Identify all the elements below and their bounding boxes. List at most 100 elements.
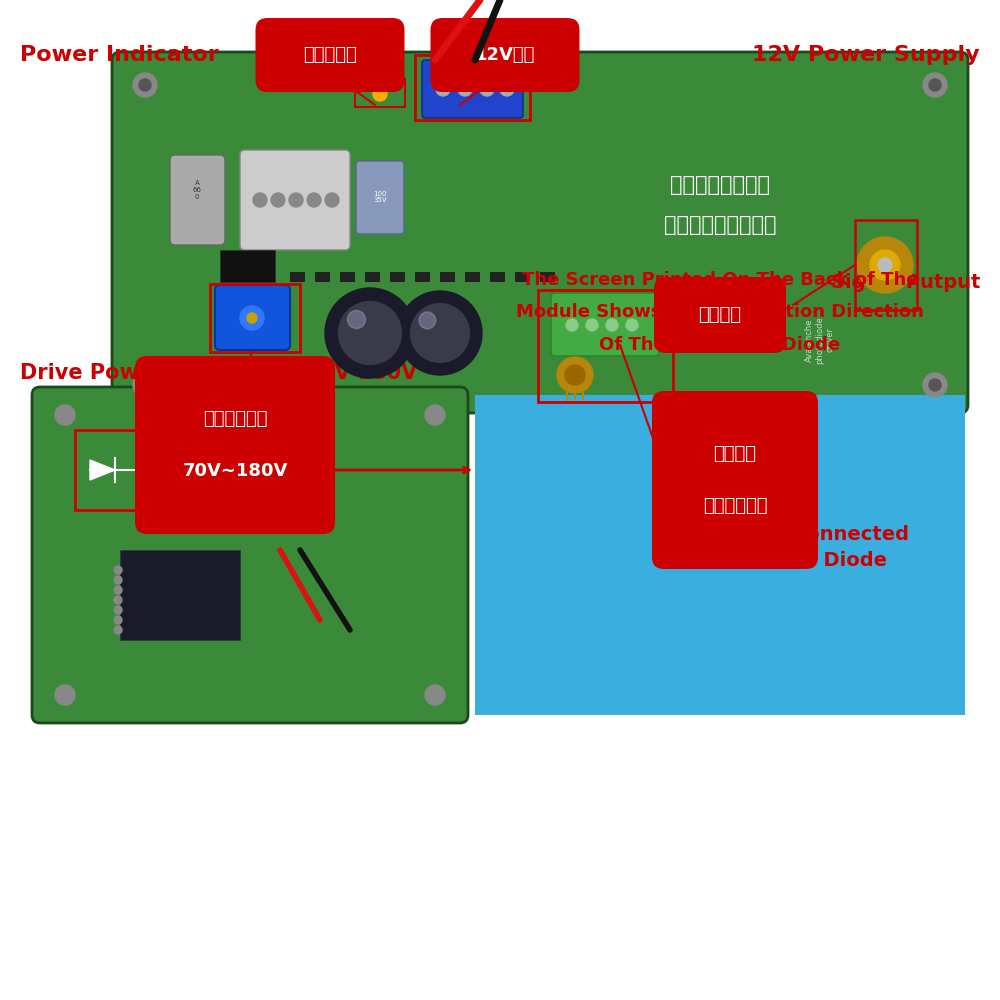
Circle shape — [929, 379, 941, 391]
Text: Of The Avalanche Diode: Of The Avalanche Diode — [599, 336, 841, 354]
Circle shape — [55, 405, 75, 425]
Text: A
66
0: A 66 0 — [192, 180, 202, 200]
Circle shape — [458, 82, 472, 96]
Bar — [315, 272, 330, 282]
Circle shape — [325, 288, 415, 378]
Bar — [440, 272, 455, 282]
Circle shape — [238, 388, 252, 402]
Circle shape — [247, 313, 257, 323]
Circle shape — [557, 357, 593, 393]
Circle shape — [240, 306, 264, 330]
Circle shape — [55, 685, 75, 705]
Circle shape — [139, 79, 151, 91]
Text: Avalanche
photodiode
driver: Avalanche photodiode driver — [805, 316, 835, 364]
Circle shape — [139, 379, 151, 391]
Bar — [75, 430, 160, 510]
Text: To Avalanche Diode: To Avalanche Diode — [673, 550, 887, 570]
Text: 70V~180V: 70V~180V — [182, 462, 288, 480]
FancyBboxPatch shape — [654, 277, 786, 353]
Text: 模块背面丝印有显: 模块背面丝印有显 — [670, 175, 770, 195]
FancyBboxPatch shape — [356, 161, 404, 234]
Text: The Screen Printed On The Back of The: The Screen Printed On The Back of The — [522, 271, 918, 289]
FancyBboxPatch shape — [240, 150, 350, 250]
FancyBboxPatch shape — [256, 18, 404, 92]
FancyBboxPatch shape — [652, 391, 818, 569]
Text: 100
35V: 100 35V — [373, 190, 387, 204]
Circle shape — [419, 312, 436, 329]
Circle shape — [870, 250, 900, 280]
Circle shape — [480, 82, 494, 96]
Circle shape — [626, 319, 638, 331]
Text: 信号输出: 信号输出 — [698, 306, 742, 324]
Bar — [340, 272, 355, 282]
Circle shape — [857, 237, 913, 293]
FancyBboxPatch shape — [170, 155, 225, 245]
Bar — [538, 290, 673, 402]
FancyBboxPatch shape — [215, 285, 290, 350]
Circle shape — [133, 73, 157, 97]
Circle shape — [178, 388, 192, 402]
Circle shape — [565, 365, 585, 385]
Text: Module Shows The Connection Direction: Module Shows The Connection Direction — [516, 303, 924, 321]
FancyBboxPatch shape — [422, 60, 523, 118]
Circle shape — [338, 302, 402, 364]
Circle shape — [929, 79, 941, 91]
Circle shape — [114, 576, 122, 584]
Circle shape — [373, 87, 387, 101]
FancyBboxPatch shape — [551, 293, 659, 356]
Circle shape — [500, 82, 514, 96]
Text: Signal Putput: Signal Putput — [831, 272, 980, 292]
Circle shape — [133, 373, 157, 397]
FancyBboxPatch shape — [135, 356, 335, 534]
Bar — [415, 272, 430, 282]
Bar — [490, 272, 505, 282]
Circle shape — [878, 258, 892, 272]
Text: 驱动电压调节: 驱动电压调节 — [203, 410, 267, 428]
Circle shape — [307, 193, 321, 207]
Bar — [515, 272, 530, 282]
Circle shape — [348, 310, 366, 328]
Circle shape — [253, 193, 267, 207]
Bar — [210, 284, 300, 352]
Bar — [365, 272, 380, 282]
Circle shape — [566, 319, 578, 331]
Circle shape — [114, 566, 122, 574]
Polygon shape — [90, 460, 115, 480]
Bar — [465, 272, 480, 282]
Text: 接雪崩二极管: 接雪崩二极管 — [703, 497, 767, 515]
Bar — [390, 272, 405, 282]
FancyBboxPatch shape — [32, 387, 468, 723]
Circle shape — [586, 319, 598, 331]
Bar — [855, 220, 917, 310]
Text: 信号输入: 信号输入 — [714, 445, 757, 463]
Text: Drive Power Regulation 70V-180V: Drive Power Regulation 70V-180V — [20, 363, 417, 383]
Circle shape — [923, 73, 947, 97]
Circle shape — [114, 586, 122, 594]
Circle shape — [231, 381, 259, 409]
Circle shape — [606, 319, 618, 331]
Bar — [120, 550, 240, 640]
Circle shape — [114, 616, 122, 624]
Circle shape — [289, 193, 303, 207]
Circle shape — [411, 304, 469, 362]
Bar — [220, 250, 275, 282]
Circle shape — [436, 82, 450, 96]
Circle shape — [114, 626, 122, 634]
Text: 电源指示灯: 电源指示灯 — [303, 46, 357, 64]
Bar — [290, 272, 305, 282]
Bar — [540, 272, 555, 282]
FancyBboxPatch shape — [112, 52, 968, 413]
Text: Signal Input Connected: Signal Input Connected — [652, 526, 908, 544]
FancyBboxPatch shape — [430, 18, 580, 92]
Text: 12V Power Supply: 12V Power Supply — [752, 45, 980, 65]
Circle shape — [398, 291, 482, 375]
Circle shape — [171, 381, 199, 409]
Circle shape — [425, 685, 445, 705]
Text: 12V供电: 12V供电 — [475, 46, 535, 64]
Circle shape — [425, 405, 445, 425]
Text: Power Indicator: Power Indicator — [20, 45, 219, 65]
Circle shape — [325, 193, 339, 207]
Bar — [415, 55, 530, 120]
Bar — [355, 79, 405, 107]
Circle shape — [114, 596, 122, 604]
